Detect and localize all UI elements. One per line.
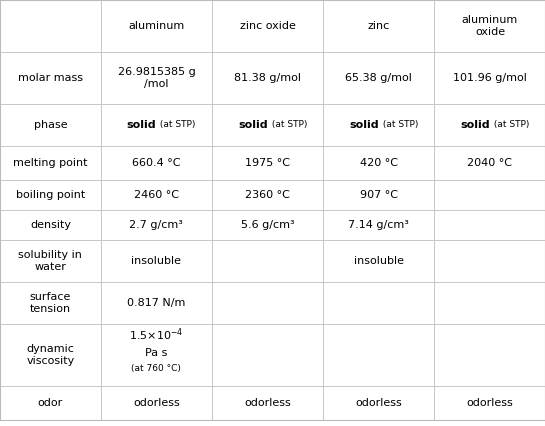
Bar [434,146,545,180]
Bar [0,0,101,52]
Bar [323,146,434,180]
Text: phase: phase [34,120,67,130]
Text: molar mass: molar mass [18,73,83,83]
Bar [101,324,212,386]
Text: 2.7 g/cm³: 2.7 g/cm³ [130,220,183,230]
Bar [0,180,101,210]
Bar [101,240,212,282]
Bar [0,282,101,324]
Text: solid: solid [127,120,156,130]
Bar [212,146,323,180]
Text: odorless: odorless [133,398,180,408]
Bar [434,386,545,420]
Text: surface
tension: surface tension [30,292,71,314]
Bar [323,240,434,282]
Text: insoluble: insoluble [354,256,404,266]
Bar [434,324,545,386]
Bar [101,52,212,104]
Bar [101,210,212,240]
Bar [323,386,434,420]
Bar [212,282,323,324]
Text: 2040 °C: 2040 °C [468,158,512,168]
Bar [212,324,323,386]
Text: 1.5$\times$10$^{-4}$: 1.5$\times$10$^{-4}$ [129,327,184,343]
Bar [0,386,101,420]
Bar [101,104,212,146]
Bar [212,210,323,240]
Text: (at STP): (at STP) [158,121,196,130]
Bar [0,240,101,282]
Text: melting point: melting point [13,158,88,168]
Text: zinc oxide: zinc oxide [240,21,295,31]
Text: 81.38 g/mol: 81.38 g/mol [234,73,301,83]
Text: 660.4 °C: 660.4 °C [132,158,180,168]
Bar [101,146,212,180]
Bar [212,240,323,282]
Bar [0,210,101,240]
Text: aluminum
oxide: aluminum oxide [462,15,518,37]
Bar [434,240,545,282]
Bar [323,282,434,324]
Text: odor: odor [38,398,63,408]
Bar [101,180,212,210]
Bar [434,180,545,210]
Bar [101,282,212,324]
Bar [0,52,101,104]
Text: dynamic
viscosity: dynamic viscosity [26,344,75,366]
Bar [0,146,101,180]
Text: 1975 °C: 1975 °C [245,158,290,168]
Text: 2460 °C: 2460 °C [134,190,179,200]
Text: (at 760 °C): (at 760 °C) [131,364,181,373]
Text: Pa s: Pa s [145,348,168,357]
Bar [434,282,545,324]
Text: 65.38 g/mol: 65.38 g/mol [346,73,412,83]
Bar [101,0,212,52]
Text: boiling point: boiling point [16,190,85,200]
Text: solubility in
water: solubility in water [19,250,82,272]
Text: 7.14 g/cm³: 7.14 g/cm³ [348,220,409,230]
Text: 0.817 N/m: 0.817 N/m [127,298,186,308]
Text: zinc: zinc [368,21,390,31]
Bar [0,324,101,386]
Text: odorless: odorless [355,398,402,408]
Bar [323,324,434,386]
Bar [212,0,323,52]
Bar [434,0,545,52]
Text: 5.6 g/cm³: 5.6 g/cm³ [241,220,294,230]
Bar [212,386,323,420]
Bar [0,104,101,146]
Text: odorless: odorless [467,398,513,408]
Bar [434,210,545,240]
Bar [212,52,323,104]
Text: (at STP): (at STP) [380,121,418,130]
Text: 101.96 g/mol: 101.96 g/mol [453,73,527,83]
Text: odorless: odorless [244,398,291,408]
Bar [323,104,434,146]
Text: aluminum: aluminum [128,21,185,31]
Text: (at STP): (at STP) [491,121,529,130]
Text: 2360 °C: 2360 °C [245,190,290,200]
Text: 26.9815385 g
/mol: 26.9815385 g /mol [118,67,195,89]
Bar [323,210,434,240]
Text: 907 °C: 907 °C [360,190,398,200]
Text: solid: solid [238,120,268,130]
Text: 420 °C: 420 °C [360,158,398,168]
Bar [101,386,212,420]
Bar [434,52,545,104]
Bar [434,104,545,146]
Text: insoluble: insoluble [131,256,181,266]
Bar [212,104,323,146]
Bar [323,180,434,210]
Bar [323,52,434,104]
Text: density: density [30,220,71,230]
Text: (at STP): (at STP) [269,121,307,130]
Text: solid: solid [461,120,490,130]
Text: solid: solid [349,120,379,130]
Bar [323,0,434,52]
Bar [212,180,323,210]
